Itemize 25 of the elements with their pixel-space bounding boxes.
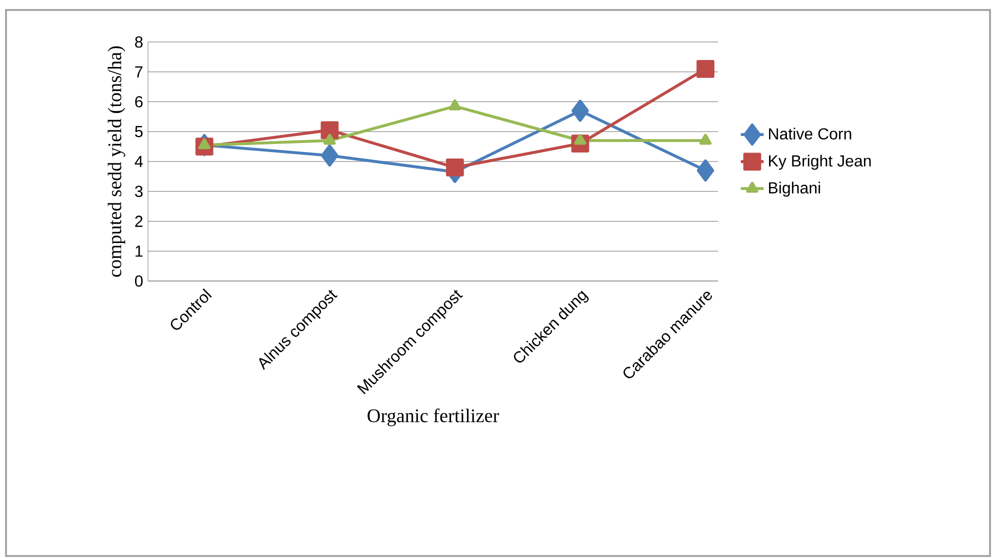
y-tick-label: 2 (135, 216, 142, 227)
point (696, 60, 714, 78)
point (699, 134, 712, 145)
legend-label: Ky Bright Jean (769, 154, 871, 170)
point (448, 99, 462, 110)
legend-label: Native Corn (769, 128, 852, 140)
point (320, 121, 339, 140)
point (572, 100, 589, 122)
point (198, 138, 210, 150)
y-tick-label: 1 (136, 246, 143, 257)
legend-label: Bighani (769, 182, 820, 197)
point (574, 134, 586, 145)
y-tick-label: 4 (134, 156, 143, 168)
point (446, 158, 464, 176)
y-axis-title: computed sedd yield (tons/ha) (108, 46, 126, 277)
point (696, 159, 714, 182)
y-tick-label: 6 (135, 96, 143, 108)
y-tick-label: 7 (135, 66, 142, 78)
y-tick-label: 5 (135, 126, 143, 138)
y-tick-label: 0 (135, 275, 143, 287)
y-tick-label: 8 (135, 36, 143, 48)
point (324, 134, 336, 145)
point (320, 144, 338, 167)
x-axis-title: Organic fertilizer (368, 408, 500, 426)
y-tick-label: 3 (135, 186, 143, 198)
